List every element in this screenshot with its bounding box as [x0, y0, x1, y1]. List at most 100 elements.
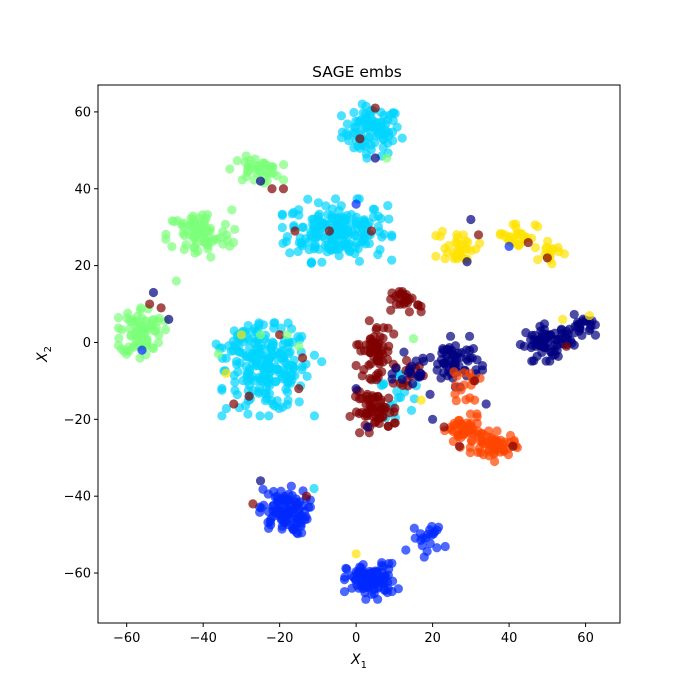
scatter-point	[113, 323, 124, 333]
scatter-point	[351, 199, 361, 209]
scatter-point	[201, 213, 211, 224]
scatter-point	[282, 330, 292, 340]
scatter-point	[530, 242, 540, 253]
scatter-point	[254, 319, 264, 330]
scatter-point	[344, 136, 354, 146]
scatter-point	[404, 307, 415, 317]
scatter-point	[513, 240, 523, 250]
scatter-point	[306, 258, 317, 268]
scatter-point	[251, 361, 261, 371]
scatter-point	[387, 374, 397, 384]
scatter-point	[137, 313, 147, 323]
chart-title: SAGE embs	[312, 63, 402, 81]
scatter-point	[459, 428, 469, 438]
scatter-point	[264, 411, 274, 421]
x-tick-label: 60	[577, 631, 594, 646]
scatter-point	[230, 377, 240, 387]
y-tick-label: 60	[74, 105, 91, 120]
scatter-point	[364, 316, 374, 326]
scatter-point	[456, 347, 466, 358]
scatter-point	[164, 314, 174, 325]
scatter-point	[309, 411, 320, 421]
x-tick-label: 20	[424, 631, 441, 646]
scatter-point	[351, 549, 361, 559]
scatter-point	[473, 230, 484, 240]
scatter-point	[298, 222, 308, 232]
scatter-point	[339, 586, 350, 597]
scatter-point	[491, 442, 502, 452]
scatter-point	[389, 329, 399, 339]
scatter-point	[367, 337, 377, 347]
scatter-point	[526, 342, 536, 353]
scatter-point	[387, 576, 398, 586]
scatter-point	[309, 483, 319, 494]
scatter-point	[294, 397, 304, 407]
scatter-point	[255, 502, 265, 512]
scatter-point	[301, 491, 312, 501]
scatter-point	[137, 345, 147, 355]
scatter-point	[550, 350, 560, 360]
scatter-point	[313, 198, 324, 208]
scatter-point	[295, 233, 305, 243]
scatter-point	[217, 411, 227, 421]
scatter-point	[286, 481, 296, 491]
scatter-point	[378, 573, 388, 583]
y-axis-label-subscript: 2	[43, 346, 54, 352]
scatter-point	[425, 352, 435, 363]
scatter-point	[440, 541, 450, 552]
scatter-point	[241, 351, 251, 361]
scatter-point	[113, 313, 124, 323]
scatter-point	[345, 411, 355, 422]
scatter-point	[378, 349, 388, 359]
x-axis-label-subscript: 1	[361, 660, 367, 671]
scatter-point	[383, 200, 393, 211]
scatter-point	[376, 395, 386, 405]
scatter-point	[334, 244, 344, 254]
scatter-point	[452, 230, 462, 240]
scatter-point	[384, 393, 394, 403]
scatter-point	[351, 360, 361, 371]
scatter-point	[160, 325, 171, 335]
y-tick-label: −60	[64, 567, 91, 582]
scatter-point	[539, 319, 550, 329]
scatter-point	[277, 222, 287, 233]
scatter-point	[183, 226, 194, 236]
scatter-point	[272, 396, 282, 406]
scatter-point	[558, 314, 568, 325]
scatter-point	[336, 111, 347, 121]
scatter-point	[395, 392, 406, 402]
scatter-point	[147, 343, 157, 353]
scatter-point	[364, 360, 374, 370]
scatter-point	[431, 251, 441, 261]
scatter-point	[535, 334, 545, 344]
scatter-point	[338, 232, 348, 242]
scatter-point	[341, 563, 351, 573]
scatter-point	[470, 395, 480, 405]
scatter-point	[248, 499, 258, 509]
scatter-point	[288, 207, 299, 218]
scatter-point	[337, 222, 347, 232]
scatter-point	[389, 418, 399, 428]
scatter-point	[278, 184, 289, 194]
scatter-point	[449, 367, 459, 377]
scatter-point	[354, 394, 365, 404]
scatter-point	[221, 353, 231, 363]
scatter-point	[492, 426, 502, 436]
scatter-point	[272, 171, 282, 181]
scatter-point	[355, 134, 365, 144]
scatter-point	[279, 365, 289, 375]
scatter-point	[341, 215, 352, 225]
scatter-point	[467, 353, 477, 363]
scatter-point	[454, 441, 464, 451]
scatter-point	[285, 248, 295, 258]
scatter-point	[456, 419, 466, 429]
scatter-point	[314, 209, 324, 219]
scatter-point	[169, 217, 179, 227]
scatter-point	[309, 350, 320, 360]
scatter-point	[413, 300, 423, 310]
x-tick-label: 0	[352, 631, 360, 646]
scatter-point	[260, 396, 271, 406]
scatter-point	[383, 323, 393, 333]
scatter-point	[387, 288, 397, 298]
scatter-point	[263, 378, 274, 388]
